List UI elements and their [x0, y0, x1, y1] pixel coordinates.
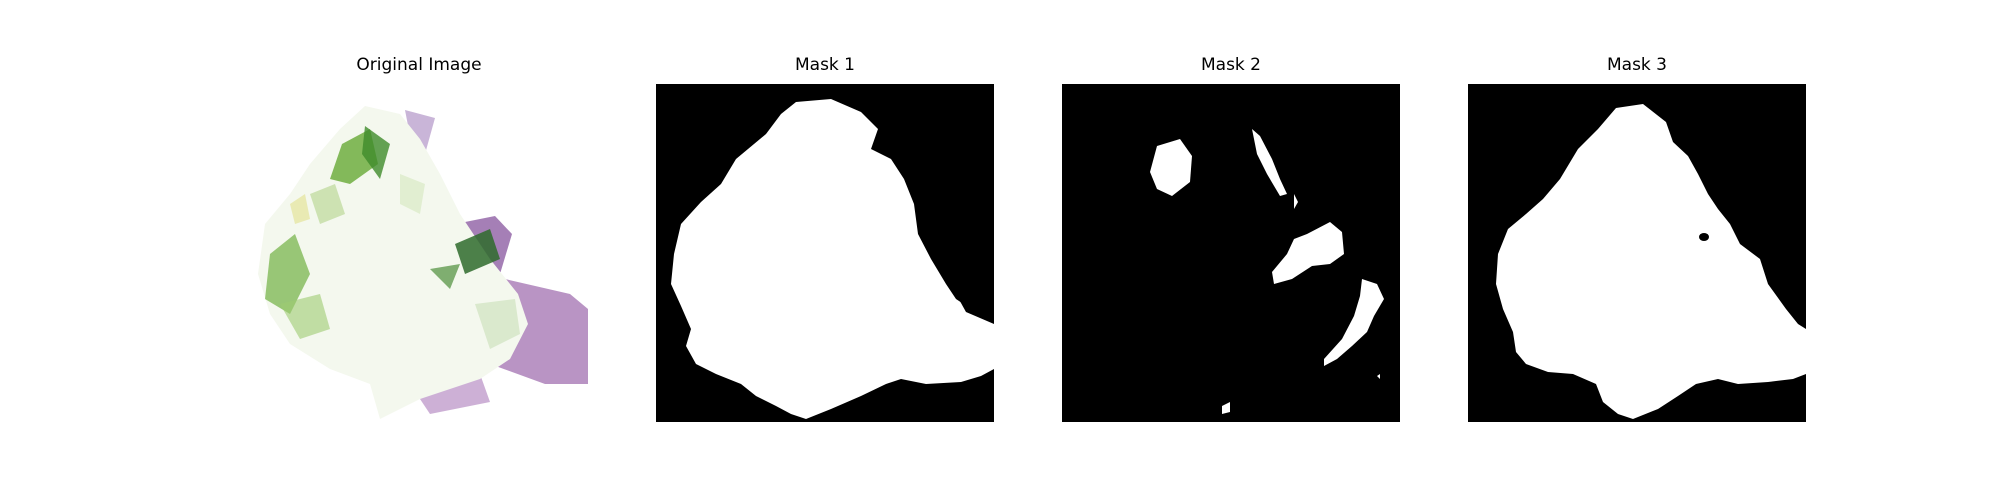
panel-title: Mask 2 — [1200, 55, 1261, 75]
panel-title: Mask 3 — [1606, 55, 1667, 75]
panel-title: Original Image — [356, 55, 482, 75]
mask-2-image — [1062, 84, 1400, 422]
panel-title: Mask 1 — [794, 55, 855, 75]
original-leaf-photo — [250, 84, 588, 422]
mask-1-image — [656, 84, 994, 422]
mask-3-image — [1468, 84, 1806, 422]
